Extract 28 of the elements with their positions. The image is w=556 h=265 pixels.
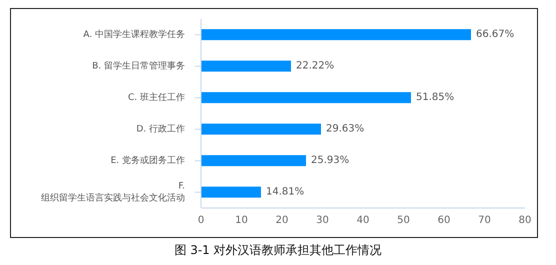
x-tick-label: 30	[316, 215, 329, 226]
y-tick-label: C. 班主任工作	[128, 92, 185, 103]
y-tick-label: B. 留学生日常管理事务	[92, 60, 185, 72]
x-tick-label: 20	[276, 215, 288, 226]
data-label: 14.81%	[266, 186, 304, 198]
x-tick-label: 60	[438, 215, 450, 226]
data-label: 25.93%	[311, 155, 350, 166]
data-label: 66.67%	[476, 29, 514, 40]
bar	[201, 186, 261, 198]
data-label: 22.22%	[296, 60, 334, 72]
bar	[201, 124, 321, 135]
x-tick-label: 50	[397, 215, 410, 226]
bar	[201, 155, 306, 166]
bar	[201, 92, 411, 104]
bar	[201, 29, 472, 40]
y-tick-label: E. 党务或团务工作	[110, 154, 185, 166]
y-tick-label: A. 中国学生课程教学任务	[83, 28, 185, 40]
x-tick-label: 0	[198, 215, 204, 226]
x-tick-label: 70	[478, 215, 491, 226]
data-label: 29.63%	[326, 124, 364, 135]
x-tick-label: 80	[518, 215, 532, 226]
y-tick-label: F. 组织留学生语言实践与社会文化活动	[41, 181, 185, 204]
x-tick-label: 40	[356, 215, 370, 226]
bar	[201, 60, 291, 72]
caption: 图 3-1 对外汉语教师承担其他工作情况	[173, 242, 383, 259]
data-label: 51.85%	[416, 92, 454, 104]
y-tick-label: D. 行政工作	[136, 123, 185, 134]
x-tick-label: 10	[235, 215, 248, 226]
